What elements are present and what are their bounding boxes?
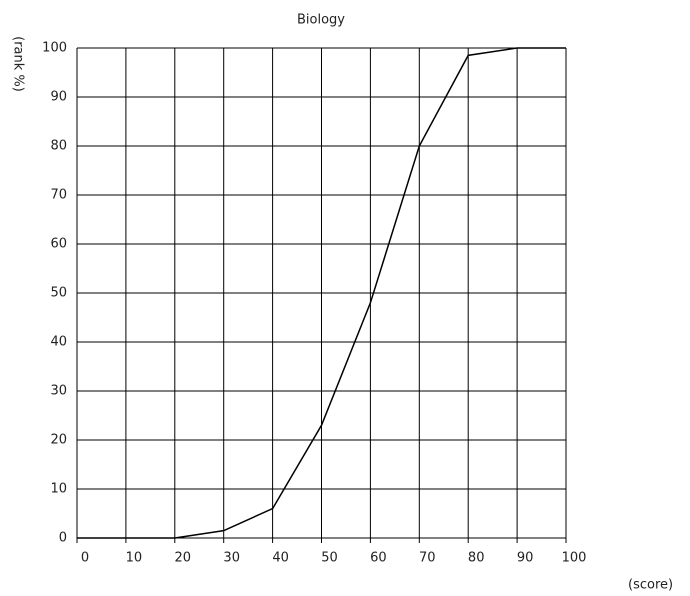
y-tick-label: 40: [50, 335, 67, 350]
y-tick-label: 60: [50, 237, 67, 252]
y-tick-label: 30: [50, 384, 67, 399]
y-tick-label: 90: [50, 90, 67, 105]
chart-title: Biology: [297, 13, 345, 28]
x-tick-label: 10: [126, 551, 143, 566]
x-tick-label: 70: [419, 551, 436, 566]
x-tick-label: 50: [321, 551, 338, 566]
x-tick-label: 0: [81, 551, 89, 566]
y-axis-label: (rank %): [11, 36, 26, 92]
x-tick-label: 100: [562, 551, 587, 566]
data-line: [77, 47, 566, 539]
x-tick-label: 60: [370, 551, 387, 566]
y-tick-label: 100: [42, 41, 67, 56]
x-axis-label: (score): [628, 578, 673, 593]
y-tick-label: 80: [50, 139, 67, 154]
y-tick-label: 0: [59, 531, 67, 546]
x-tick-label: 90: [517, 551, 534, 566]
y-tick-label: 70: [50, 188, 67, 203]
x-tick-label: 80: [468, 551, 485, 566]
y-tick-label: 10: [50, 482, 67, 497]
y-tick-label: 50: [50, 286, 67, 301]
x-tick-label: 40: [272, 551, 289, 566]
x-tick-label: 30: [223, 551, 240, 566]
y-tick-label: 20: [50, 433, 67, 448]
x-tick-label: 20: [175, 551, 192, 566]
